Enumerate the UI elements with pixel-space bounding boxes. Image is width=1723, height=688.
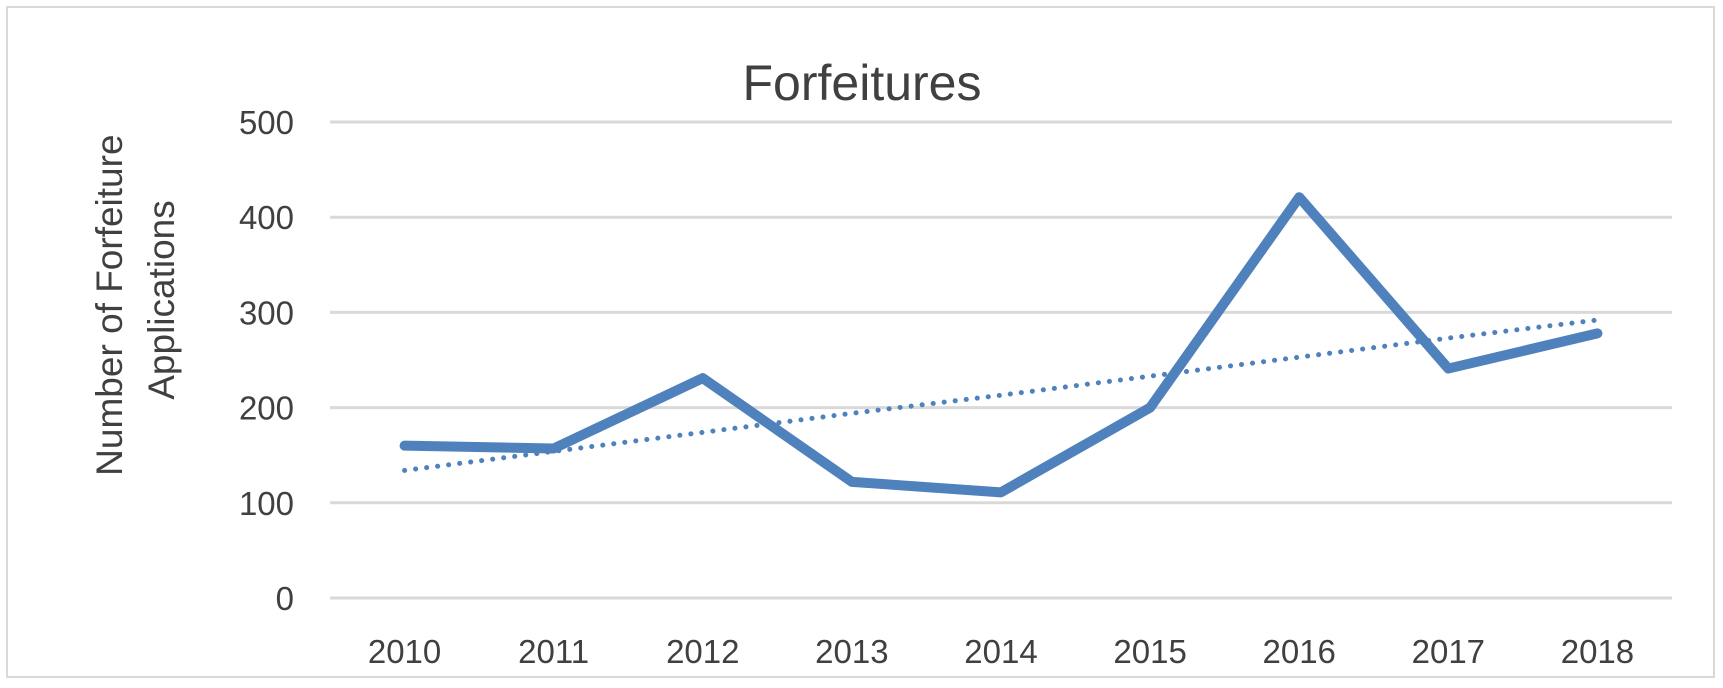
- series-line-0: [399, 192, 1603, 498]
- series-layer: [399, 192, 1603, 498]
- data-point-2012: [702, 377, 704, 379]
- y-axis-title-line-2: Applications: [141, 200, 182, 400]
- y-tick-label: 400: [239, 199, 294, 236]
- data-point-2014: [1000, 491, 1002, 493]
- y-axis-title: Number of Forfeiture Applications: [89, 124, 182, 476]
- data-point-2015: [1149, 407, 1151, 409]
- y-tick-label: 300: [239, 294, 294, 331]
- y-tick-label: 0: [276, 580, 294, 617]
- x-tick-label: 2011: [518, 633, 589, 670]
- trendline-layer: [402, 317, 1600, 473]
- data-point-2018: [1596, 332, 1598, 334]
- y-tick-label: 200: [239, 390, 294, 427]
- y-tick-label: 500: [239, 104, 294, 141]
- gridlines: [330, 120, 1672, 600]
- x-tick-label: 2017: [1412, 633, 1485, 670]
- data-point-2016: [1298, 196, 1300, 198]
- data-point-2017: [1447, 368, 1449, 370]
- y-tick-labels: 0 100 200 300 400 500: [239, 104, 294, 617]
- x-tick-label: 2014: [964, 633, 1037, 670]
- x-tick-label: 2010: [368, 633, 441, 670]
- x-tick-label: 2012: [666, 633, 739, 670]
- x-tick-labels: 2010 2011 2012 2013 2014 2015 2016 2017 2018: [368, 633, 1634, 670]
- x-tick-label: 2015: [1113, 633, 1186, 670]
- chart-title: Forfeitures: [743, 55, 982, 111]
- x-tick-label: 2013: [815, 633, 888, 670]
- data-point-2010: [404, 445, 406, 447]
- y-tick-label: 100: [239, 485, 294, 522]
- x-tick-label: 2018: [1561, 633, 1634, 670]
- data-point-2013: [851, 481, 853, 483]
- x-tick-label: 2016: [1263, 633, 1336, 670]
- y-axis-title-line-1: Number of Forfeiture: [89, 134, 130, 475]
- data-point-2011: [553, 448, 555, 450]
- linear-trendline: [402, 317, 1600, 473]
